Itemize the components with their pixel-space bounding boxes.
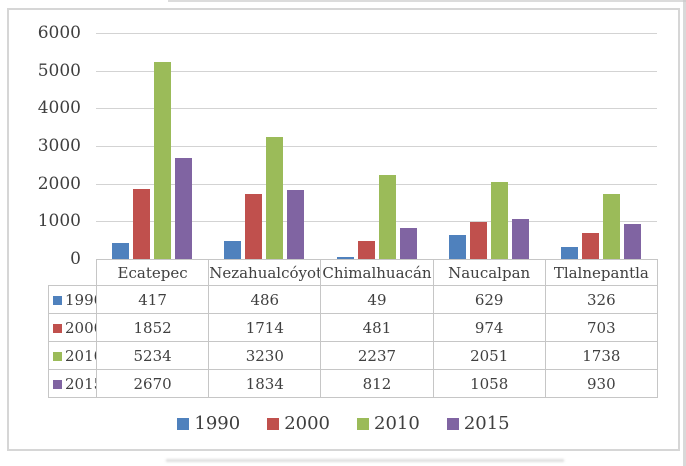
bar-groups xyxy=(96,33,657,259)
bar-1990-ecatepec xyxy=(112,243,130,259)
bar-2000-chimalhuacán xyxy=(357,241,375,259)
gridline-4000 xyxy=(96,108,657,110)
bar-group-tlalnepantla xyxy=(545,33,657,259)
bar-2010-nezahualcóyotl xyxy=(266,137,284,259)
table-row-key-2000: 2000 xyxy=(48,313,97,342)
series-swatch-icon xyxy=(53,323,62,333)
table-value-2000-chimalhuacán: 481 xyxy=(320,313,434,342)
table-value-2015-nezahualcóyotl: 1834 xyxy=(208,369,322,398)
bar-1990-naucalpan xyxy=(448,235,466,259)
bar-2015-ecatepec xyxy=(175,158,193,259)
bar-group-chimalhuacán xyxy=(320,33,432,259)
chart-legend: 1990 2000 2010 2015 xyxy=(9,413,678,434)
table-value-2000-ecatepec: 1852 xyxy=(95,313,210,342)
bar-2010-ecatepec xyxy=(154,62,172,259)
document-edge-line-top xyxy=(168,0,686,2)
table-value-1990-naucalpan: 629 xyxy=(432,285,546,314)
table-value-2000-nezahualcóyotl: 1714 xyxy=(208,313,322,342)
table-value-1990-chimalhuacán: 49 xyxy=(320,285,434,314)
legend-item-2015: 2015 xyxy=(446,413,510,434)
gridline-3000 xyxy=(96,146,657,147)
y-tick-label-1000: 1000 xyxy=(37,211,81,232)
bar-2015-naucalpan xyxy=(511,219,529,259)
bar-2015-nezahualcóyotl xyxy=(287,190,305,259)
y-tick-label-0: 0 xyxy=(70,249,81,269)
table-header-tlalnepantla: Tlalnepantla xyxy=(544,259,658,286)
bar-1990-tlalnepantla xyxy=(560,247,578,259)
table-value-2010-naucalpan: 2051 xyxy=(432,341,546,370)
bar-chart: 0 1000 2000 3000 4000 5000 6000 xyxy=(9,23,678,269)
table-value-1990-tlalnepantla: 326 xyxy=(544,285,658,314)
table-value-2010-tlalnepantla: 1738 xyxy=(544,341,658,370)
y-tick-label-2000: 2000 xyxy=(37,173,81,194)
legend-swatch-icon xyxy=(446,417,459,430)
gridline-2000 xyxy=(96,183,657,185)
bar-2010-naucalpan xyxy=(490,182,508,259)
bar-2015-tlalnepantla xyxy=(623,224,641,259)
table-header-chimalhuacán: Chimalhuacán xyxy=(320,259,434,286)
table-value-2015-tlalnepantla: 930 xyxy=(544,369,658,398)
data-table: Ecatepec Nezahualcóyotl Chimalhuacán Naucal… xyxy=(48,259,658,398)
bar-2000-nezahualcóyotl xyxy=(245,194,263,259)
bar-1990-nezahualcóyotl xyxy=(224,241,242,259)
table-row-key-1990: 1990 xyxy=(48,285,97,314)
table-value-2015-ecatepec: 2670 xyxy=(95,369,210,398)
table-row-key-2015: 2015 xyxy=(48,369,97,398)
document-edge-line-bottom xyxy=(166,459,564,462)
plot-area xyxy=(96,33,657,259)
table-row-key-2010: 2010 xyxy=(48,341,97,370)
series-swatch-icon xyxy=(53,295,62,305)
table-value-1990-ecatepec: 417 xyxy=(95,285,210,314)
table-row-2010: 201052343230223720511738 xyxy=(48,341,658,370)
table-header-ecatepec: Ecatepec xyxy=(95,259,210,286)
table-value-2015-naucalpan: 1058 xyxy=(432,369,546,398)
bar-group-nezahualcóyotl xyxy=(208,33,320,259)
bar-group-naucalpan xyxy=(433,33,545,259)
bar-2010-chimalhuacán xyxy=(378,175,396,259)
legend-label: 2010 xyxy=(374,413,420,434)
y-tick-label-3000: 3000 xyxy=(37,136,81,156)
legend-item-1990: 1990 xyxy=(177,413,240,434)
table-value-1990-nezahualcóyotl: 486 xyxy=(208,285,322,314)
table-header-naucalpan: Naucalpan xyxy=(432,259,546,286)
bar-1990-chimalhuacán xyxy=(336,257,354,259)
gridline-6000 xyxy=(96,33,657,34)
y-axis: 0 1000 2000 3000 4000 5000 6000 xyxy=(9,23,96,269)
table-value-2000-naucalpan: 974 xyxy=(432,313,546,342)
table-value-2000-tlalnepantla: 703 xyxy=(544,313,658,342)
bar-group-ecatepec xyxy=(96,33,208,259)
table-row-2015: 2015267018348121058930 xyxy=(48,369,658,398)
table-row-1990: 199041748649629326 xyxy=(48,285,658,314)
legend-swatch-icon xyxy=(357,417,369,430)
chart-frame: 0 1000 2000 3000 4000 5000 6000 Ecatepec Nezahu… xyxy=(7,8,680,451)
legend-label: 2015 xyxy=(463,413,510,434)
bar-2000-naucalpan xyxy=(469,222,487,259)
document-edge-right xyxy=(683,0,686,466)
bar-2000-tlalnepantla xyxy=(581,233,599,259)
table-value-2015-chimalhuacán: 812 xyxy=(320,369,434,398)
table-row-2000: 200018521714481974703 xyxy=(48,313,658,342)
legend-item-2000: 2000 xyxy=(267,413,330,434)
table-value-2010-nezahualcóyotl: 3230 xyxy=(208,341,322,370)
table-value-2010-ecatepec: 5234 xyxy=(95,341,210,370)
y-tick-label-5000: 5000 xyxy=(37,60,81,81)
legend-label: 2000 xyxy=(284,413,330,434)
bar-2015-chimalhuacán xyxy=(399,228,417,259)
gridline-1000 xyxy=(96,221,657,223)
legend-swatch-icon xyxy=(267,417,280,430)
y-tick-label-6000: 6000 xyxy=(37,23,81,43)
table-header-nezahualcóyotl: Nezahualcóyotl xyxy=(208,259,322,286)
series-swatch-icon xyxy=(53,351,62,361)
bar-2010-tlalnepantla xyxy=(602,194,620,259)
y-tick-label-4000: 4000 xyxy=(37,98,81,119)
gridline-5000 xyxy=(96,70,657,72)
legend-label: 1990 xyxy=(194,413,241,434)
legend-item-2010: 2010 xyxy=(357,413,420,434)
bar-2000-ecatepec xyxy=(133,189,151,259)
legend-swatch-icon xyxy=(177,417,190,430)
table-value-2010-chimalhuacán: 2237 xyxy=(320,341,434,370)
series-swatch-icon xyxy=(53,379,62,389)
